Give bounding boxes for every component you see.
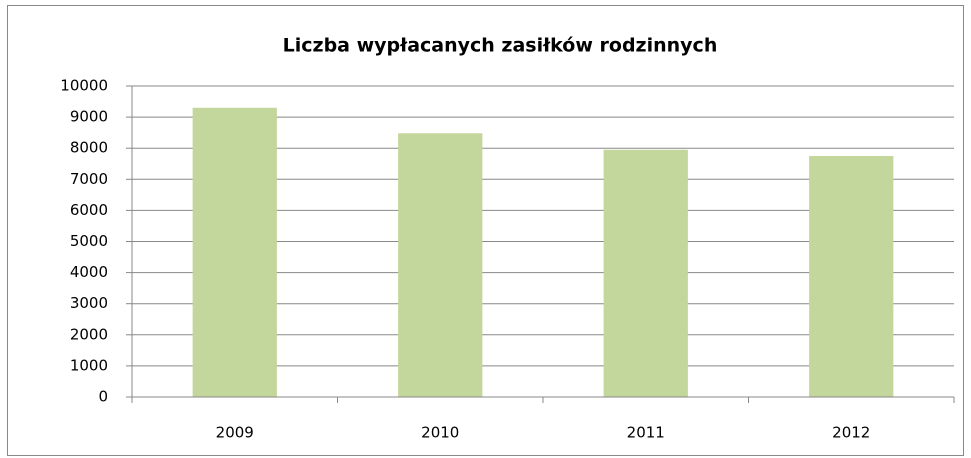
y-tick-label: 9000 — [70, 108, 108, 126]
y-tick-label: 8000 — [70, 139, 108, 157]
x-tick-label: 2011 — [627, 424, 665, 442]
y-tick-label: 7000 — [70, 170, 108, 188]
chart-title: Liczba wypłacanych zasiłków rodzinnych — [283, 35, 718, 57]
y-tick-label: 0 — [98, 388, 108, 406]
bar — [192, 107, 277, 398]
y-tick-label: 6000 — [70, 201, 108, 219]
bar — [603, 149, 688, 397]
y-tick-label: 10000 — [60, 77, 108, 95]
bar — [809, 155, 894, 397]
x-tick-label: 2009 — [216, 424, 254, 442]
chart-border — [7, 5, 964, 456]
x-tick-label: 2010 — [421, 424, 459, 442]
y-tick-label: 3000 — [70, 294, 108, 312]
bar — [398, 133, 483, 397]
y-tick-label: 2000 — [70, 325, 108, 343]
y-tick-label: 5000 — [70, 232, 108, 250]
y-tick-label: 4000 — [70, 263, 108, 281]
y-tick-label: 1000 — [70, 356, 108, 374]
x-tick-label: 2012 — [832, 424, 870, 442]
